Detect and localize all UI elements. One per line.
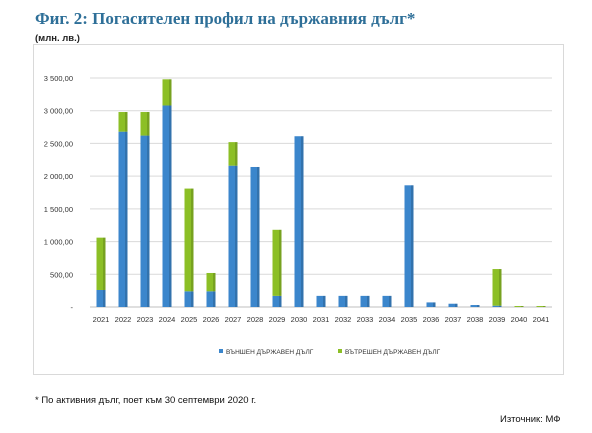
bar-shade xyxy=(499,305,502,307)
bar-shade xyxy=(169,79,172,106)
x-tick-label: 2032 xyxy=(335,315,352,324)
bar-shade xyxy=(213,291,216,307)
x-tick-label: 2022 xyxy=(115,315,132,324)
x-tick-label: 2025 xyxy=(181,315,198,324)
bar-shade xyxy=(235,165,238,307)
x-tick-label: 2037 xyxy=(445,315,462,324)
bar-shade xyxy=(323,295,326,307)
x-tick-label: 2034 xyxy=(379,315,396,324)
bar-internal xyxy=(96,237,106,290)
x-tick-label: 2040 xyxy=(511,315,528,324)
chart-frame xyxy=(33,44,564,375)
unit-label: (млн. лв.) xyxy=(35,33,80,44)
bar-shade xyxy=(103,237,106,290)
bar-internal xyxy=(228,142,238,166)
y-tick-label: 1 500,00 xyxy=(44,205,73,214)
x-tick-label: 2027 xyxy=(225,315,242,324)
x-tick-label: 2023 xyxy=(137,315,154,324)
bar-shade xyxy=(191,188,194,292)
bar-external xyxy=(96,289,106,307)
y-tick-label: 2 500,00 xyxy=(44,139,73,148)
bar-external xyxy=(338,295,348,307)
bar-external xyxy=(426,302,436,307)
bar-shade xyxy=(125,112,128,132)
legend-label: ВЪНШЕН ДЪРЖАВЕН ДЪЛГ xyxy=(226,349,314,356)
bar-shade xyxy=(257,166,260,307)
bar-external xyxy=(404,185,414,307)
bar-internal xyxy=(536,306,546,307)
bar-shade xyxy=(279,229,282,296)
x-tick-label: 2024 xyxy=(159,315,176,324)
bar-shade xyxy=(147,135,150,307)
x-tick-label: 2033 xyxy=(357,315,374,324)
bar-external xyxy=(228,165,238,307)
bar-shade xyxy=(411,185,414,307)
bar-shade xyxy=(367,295,370,307)
bar-shade xyxy=(213,272,216,292)
x-tick-label: 2035 xyxy=(401,315,418,324)
bar-external xyxy=(382,295,392,307)
y-tick-label: 3 500,00 xyxy=(44,74,73,83)
chart-title: Фиг. 2: Погасителен профил на държавния … xyxy=(35,9,416,28)
bar-external xyxy=(184,291,194,307)
bar-shade xyxy=(279,295,282,307)
bar-external xyxy=(250,166,260,307)
bar-external xyxy=(316,295,326,307)
bar-external xyxy=(470,305,480,307)
bar-shade xyxy=(103,289,106,307)
y-tick-label: 1 000,00 xyxy=(44,238,73,247)
x-tick-label: 2028 xyxy=(247,315,264,324)
legend-swatch xyxy=(338,349,342,353)
legend-swatch xyxy=(219,349,223,353)
footnote: * По активния дълг, поет към 30 септемвр… xyxy=(35,395,257,406)
bar-internal xyxy=(492,269,502,306)
x-tick-label: 2038 xyxy=(467,315,484,324)
bar-external xyxy=(206,291,216,307)
legend-label: ВЪТРЕШЕН ДЪРЖАВЕН ДЪЛГ xyxy=(345,349,441,356)
bar-shade xyxy=(477,305,480,307)
y-tick-label: 3 000,00 xyxy=(44,107,73,116)
bar-external xyxy=(272,295,282,307)
bar-shade xyxy=(389,295,392,307)
x-tick-label: 2026 xyxy=(203,315,220,324)
bar-external xyxy=(492,305,502,307)
bar-shade xyxy=(455,303,458,307)
bar-shade xyxy=(499,269,502,306)
bar-shade xyxy=(543,306,546,307)
x-tick-label: 2041 xyxy=(533,315,550,324)
bar-internal xyxy=(140,112,150,136)
bar-internal xyxy=(514,306,524,307)
bar-shade xyxy=(345,295,348,307)
bar-internal xyxy=(272,229,282,296)
bar-internal xyxy=(206,272,216,292)
bar-external xyxy=(140,135,150,307)
bar-shade xyxy=(521,306,524,307)
bar-shade xyxy=(125,131,128,307)
y-tick-label: 500,00 xyxy=(50,270,73,279)
bar-external xyxy=(360,295,370,307)
x-tick-label: 2021 xyxy=(93,315,110,324)
bar-internal xyxy=(184,188,194,292)
bar-external xyxy=(118,131,128,307)
bar-shade xyxy=(147,112,150,136)
bar-shade xyxy=(235,142,238,166)
bar-internal xyxy=(118,112,128,132)
x-tick-label: 2030 xyxy=(291,315,308,324)
y-tick-label: 2 000,00 xyxy=(44,172,73,181)
x-tick-label: 2039 xyxy=(489,315,506,324)
bar-shade xyxy=(301,136,304,307)
bar-shade xyxy=(191,291,194,307)
bar-external xyxy=(162,105,172,307)
bar-shade xyxy=(169,105,172,307)
bar-external xyxy=(294,136,304,307)
bar-internal xyxy=(162,79,172,106)
bar-external xyxy=(448,303,458,307)
bar-shade xyxy=(433,302,436,307)
y-tick-label: - xyxy=(71,303,74,312)
source-label: Източник: МФ xyxy=(500,414,561,425)
x-tick-label: 2031 xyxy=(313,315,330,324)
x-tick-label: 2036 xyxy=(423,315,440,324)
x-tick-label: 2029 xyxy=(269,315,286,324)
